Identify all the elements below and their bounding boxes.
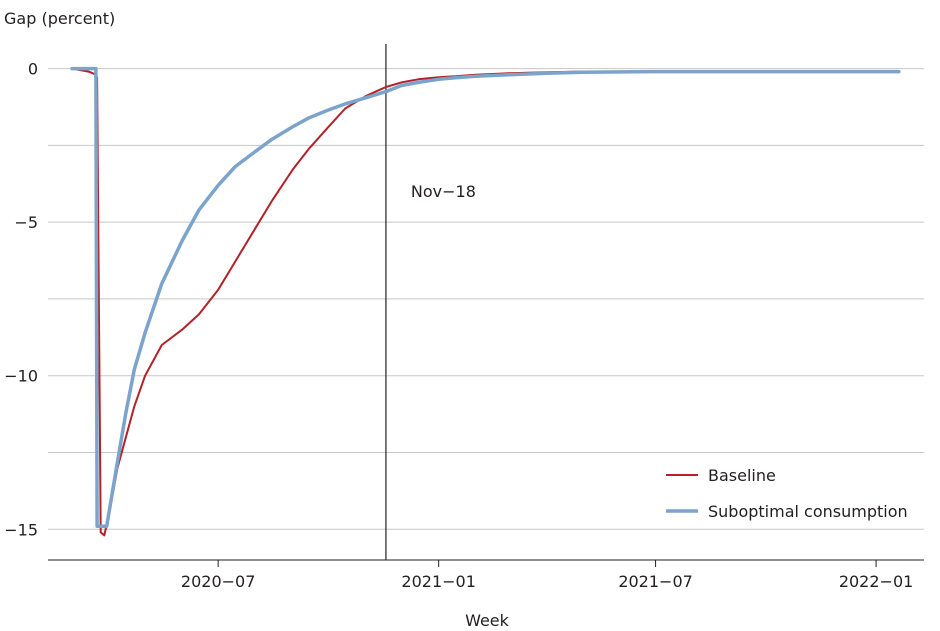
x-tick-label: 2020−07: [181, 572, 255, 591]
series-lines: [70, 66, 901, 537]
y-tick-labels: 0 −5 −10 −15: [4, 60, 38, 540]
x-axis: [48, 559, 924, 567]
legend-label: Baseline: [708, 466, 776, 485]
y-tick-label: 0: [28, 60, 38, 79]
reference-line-group: Nov−18: [385, 44, 476, 560]
x-tick-labels: 2020−07 2021−01 2021−07 2022−01: [181, 572, 913, 591]
x-tick-label: 2022−01: [839, 572, 913, 591]
legend: Baseline Suboptimal consumption: [666, 466, 908, 521]
y-tick-label: −10: [4, 367, 38, 386]
x-tick-label: 2021−01: [401, 572, 475, 591]
y-tick-label: −5: [14, 213, 38, 232]
reference-line-label: Nov−18: [411, 182, 476, 201]
y-axis-title: Gap (percent): [4, 9, 115, 28]
series-line-suboptimal-consumption: [70, 66, 901, 528]
x-axis-title: Week: [465, 611, 510, 630]
y-tick-label: −15: [4, 520, 38, 539]
x-tick-label: 2021−07: [618, 572, 692, 591]
grid-lines: [48, 68, 924, 530]
legend-label: Suboptimal consumption: [708, 502, 908, 521]
